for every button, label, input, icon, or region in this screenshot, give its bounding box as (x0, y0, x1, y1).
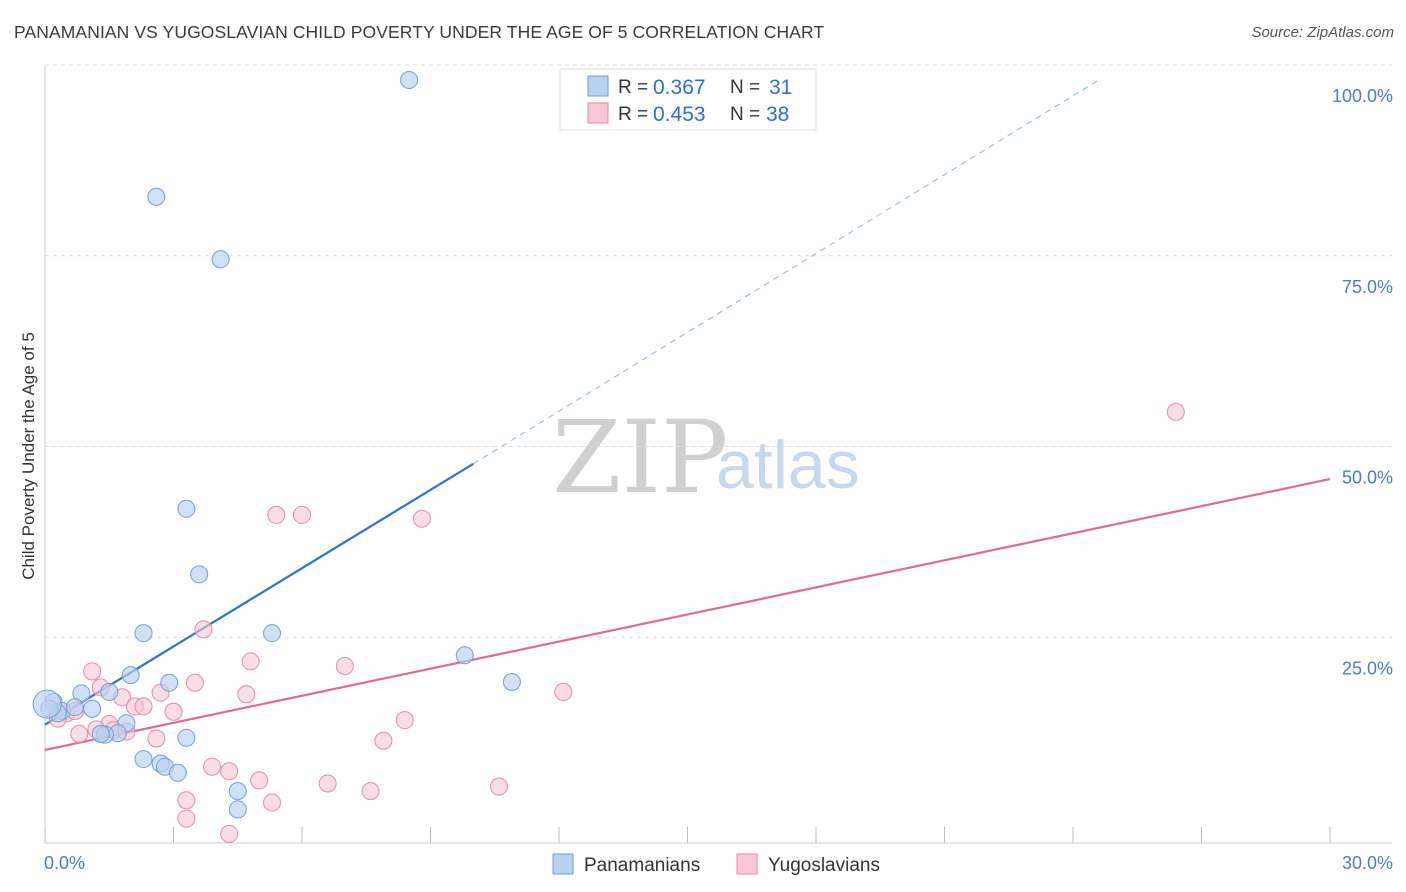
bottom-legend-swatch-yugoslavians (736, 853, 758, 875)
y-axis-title: Child Poverty Under the Age of 5 (19, 332, 38, 580)
point-panamanians-2 (211, 250, 230, 269)
point-panamanians-23 (134, 750, 153, 769)
point-yugoslavians-36 (177, 809, 196, 828)
point-yugoslavians-4 (194, 620, 213, 639)
point-panamanians-22 (177, 728, 196, 747)
legend-r-label-1: R = (618, 77, 648, 98)
point-yugoslavians-1 (267, 505, 286, 524)
y-tick-label-75: 75.0% (1342, 277, 1393, 297)
point-yugoslavians-31 (318, 774, 337, 793)
legend-r-value-1: 0.367 (653, 76, 706, 99)
point-panamanians-26 (168, 763, 187, 782)
legend-n-value-2: 38 (766, 103, 789, 126)
point-yugoslavians-6 (335, 656, 354, 675)
point-yugoslavians-29 (220, 762, 239, 781)
trend-line-yugoslavians (44, 477, 1331, 751)
tick-labels: 100.0% 75.0% 50.0% 25.0% 0.0% 30.0% (44, 86, 1393, 873)
x-tick-label-min: 0.0% (44, 853, 85, 873)
point-panamanians-6 (263, 624, 282, 643)
point-panamanians-3 (177, 499, 196, 518)
point-panamanians-28 (228, 800, 247, 819)
trend-line-panamanians (44, 462, 474, 726)
y-tick-label-50: 50.0% (1342, 468, 1393, 488)
point-panamanians-21 (91, 724, 110, 743)
point-yugoslavians-0 (1166, 402, 1185, 421)
y-tick-label-100: 100.0% (1332, 86, 1393, 106)
point-yugoslavians-28 (203, 757, 222, 776)
legend-r-label-2: R = (618, 104, 648, 125)
grid-lines (45, 64, 1392, 638)
bottom-legend: Panamanians Yugoslavians (552, 853, 880, 876)
point-yugoslavians-30 (250, 771, 269, 790)
bottom-legend-swatch-panamanians (552, 853, 574, 875)
point-panamanians-10 (160, 673, 179, 692)
data-points (32, 71, 1185, 843)
x-tick-label-max: 30.0% (1342, 853, 1393, 873)
point-yugoslavians-33 (361, 782, 380, 801)
point-panamanians-5 (134, 624, 153, 643)
legend-box: R = 0.367 N = 31 R = 0.453 N = 38 (559, 68, 817, 131)
point-yugoslavians-32 (490, 777, 509, 796)
y-tick-label-25: 25.0% (1342, 658, 1393, 678)
point-yugoslavians-2 (293, 505, 311, 524)
trend-line-panamanians-extension (473, 79, 1099, 465)
point-panamanians-16 (83, 699, 102, 718)
point-panamanians-1 (147, 187, 166, 206)
point-yugoslavians-7 (83, 662, 102, 681)
point-yugoslavians-25 (70, 724, 89, 743)
point-yugoslavians-10 (554, 682, 573, 701)
point-yugoslavians-35 (263, 793, 282, 812)
point-yugoslavians-5 (241, 652, 260, 671)
legend-n-label-1: N = (730, 77, 760, 98)
point-panamanians-30 (32, 689, 62, 719)
point-panamanians-8 (502, 673, 521, 692)
point-yugoslavians-27 (374, 731, 393, 750)
chart-title: PANAMANIAN VS YUGOSLAVIAN CHILD POVERTY … (14, 22, 825, 42)
legend-swatch-yugoslavians (587, 102, 609, 124)
point-yugoslavians-8 (185, 673, 204, 692)
point-yugoslavians-37 (220, 824, 239, 843)
point-panamanians-0 (400, 71, 419, 89)
point-yugoslavians-34 (177, 791, 196, 810)
point-panamanians-7 (455, 646, 474, 665)
point-yugoslavians-3 (412, 509, 431, 528)
legend-n-label-2: N = (730, 104, 760, 125)
source-credit: Source: ZipAtlas.com (1251, 24, 1394, 41)
bottom-legend-yugoslavians: Yugoslavians (768, 855, 880, 876)
bottom-legend-panamanians: Panamanians (584, 855, 700, 876)
point-panamanians-9 (121, 666, 140, 685)
point-yugoslavians-16 (164, 702, 183, 721)
watermark-zip: ZIP (552, 399, 728, 516)
watermark-atlas: atlas (716, 427, 860, 503)
point-panamanians-12 (100, 682, 119, 701)
point-panamanians-4 (190, 565, 209, 584)
legend-n-value-1: 31 (769, 76, 792, 99)
point-yugoslavians-20 (395, 711, 414, 730)
point-yugoslavians-11 (237, 685, 256, 704)
legend-swatch-panamanians (587, 75, 609, 97)
point-panamanians-15 (65, 698, 84, 717)
point-yugoslavians-26 (147, 729, 166, 748)
point-panamanians-27 (228, 782, 247, 801)
trend-lines (44, 79, 1331, 751)
legend-r-value-2: 0.453 (653, 103, 706, 126)
point-yugoslavians-15 (134, 697, 153, 716)
